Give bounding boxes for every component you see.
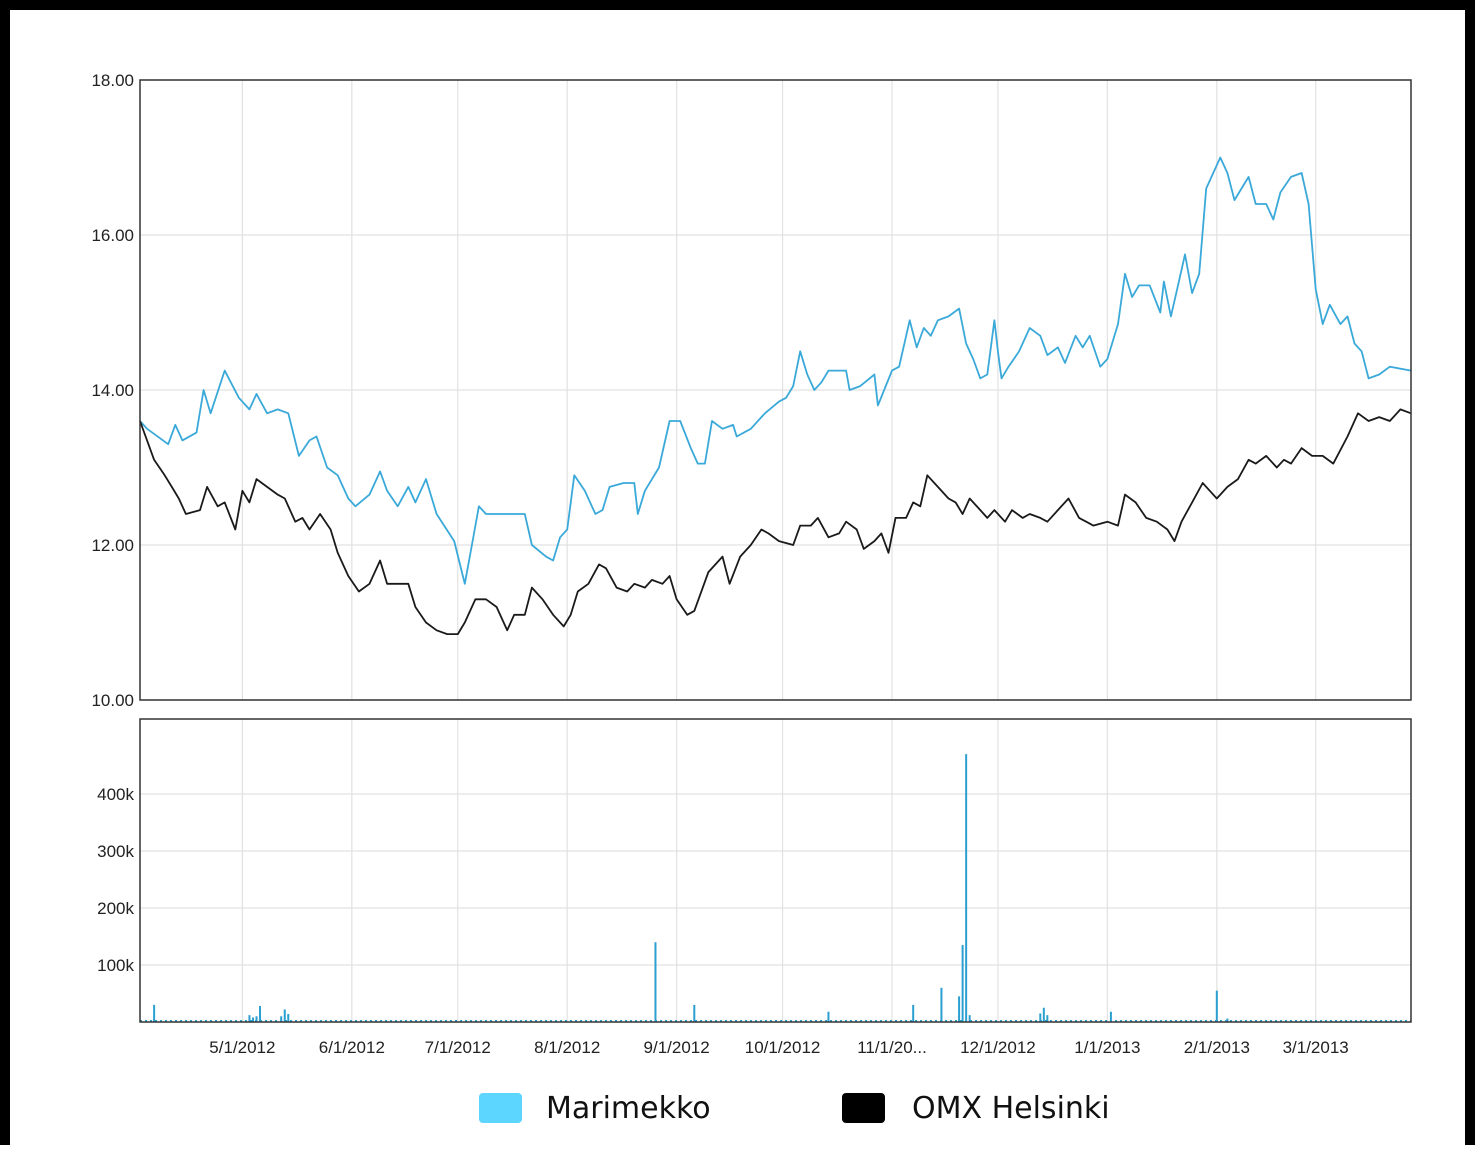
x-tick-label: 5/1/2012 xyxy=(209,1038,275,1057)
price-panel-border xyxy=(139,79,1412,701)
volume-y-tick-label: 200k xyxy=(97,899,134,918)
legend-item-omx-helsinki: OMX Helsinki xyxy=(842,1091,1110,1126)
volume-panel-grid xyxy=(140,719,1411,1022)
price-y-tick-label: 16.00 xyxy=(91,226,134,245)
x-tick-label: 1/1/2013 xyxy=(1074,1038,1140,1057)
x-tick-label: 10/1/2012 xyxy=(745,1038,821,1057)
price-series-group xyxy=(139,156,1412,635)
date-x-axis: 5/1/2012 6/1/2012 7/1/2012 8/1/2012 9/1/2012… xyxy=(209,1038,1348,1057)
marimekko-price-line xyxy=(139,156,1412,585)
omx-helsinki-price-line xyxy=(139,408,1412,635)
volume-y-axis: 400k 300k 200k 100k xyxy=(97,785,134,975)
x-tick-label: 12/1/2012 xyxy=(960,1038,1036,1057)
volume-y-tick-label: 300k xyxy=(97,842,134,861)
price-y-tick-label: 18.00 xyxy=(91,71,134,90)
price-y-tick-label: 14.00 xyxy=(91,381,134,400)
x-tick-label: 6/1/2012 xyxy=(319,1038,385,1057)
x-tick-label: 3/1/2013 xyxy=(1283,1038,1349,1057)
volume-panel-border xyxy=(139,718,1412,1023)
legend-swatch-omx-helsinki xyxy=(842,1093,885,1123)
x-tick-label: 7/1/2012 xyxy=(425,1038,491,1057)
legend-label-marimekko: Marimekko xyxy=(546,1091,711,1126)
legend-label-omx-helsinki: OMX Helsinki xyxy=(912,1091,1110,1126)
price-panel-grid xyxy=(140,79,1411,701)
x-tick-label: 11/1/20... xyxy=(857,1038,927,1057)
x-tick-label: 2/1/2013 xyxy=(1184,1038,1250,1057)
legend-item-marimekko: Marimekko xyxy=(479,1091,711,1126)
volume-y-tick-label: 400k xyxy=(97,785,134,804)
stock-chart: 18.00 16.00 14.00 12.00 10.00 400k 300k 200k 10… xyxy=(91,71,1412,1126)
price-y-tick-label: 12.00 xyxy=(91,536,134,555)
price-y-axis: 18.00 16.00 14.00 12.00 10.00 xyxy=(91,71,134,710)
volume-y-tick-label: 100k xyxy=(97,956,134,975)
legend-swatch-marimekko xyxy=(479,1093,522,1123)
legend: Marimekko OMX Helsinki xyxy=(479,1091,1110,1126)
x-tick-label: 8/1/2012 xyxy=(534,1038,600,1057)
volume-bars-group xyxy=(140,754,1411,1022)
x-tick-label: 9/1/2012 xyxy=(644,1038,710,1057)
price-y-tick-label: 10.00 xyxy=(91,691,134,710)
